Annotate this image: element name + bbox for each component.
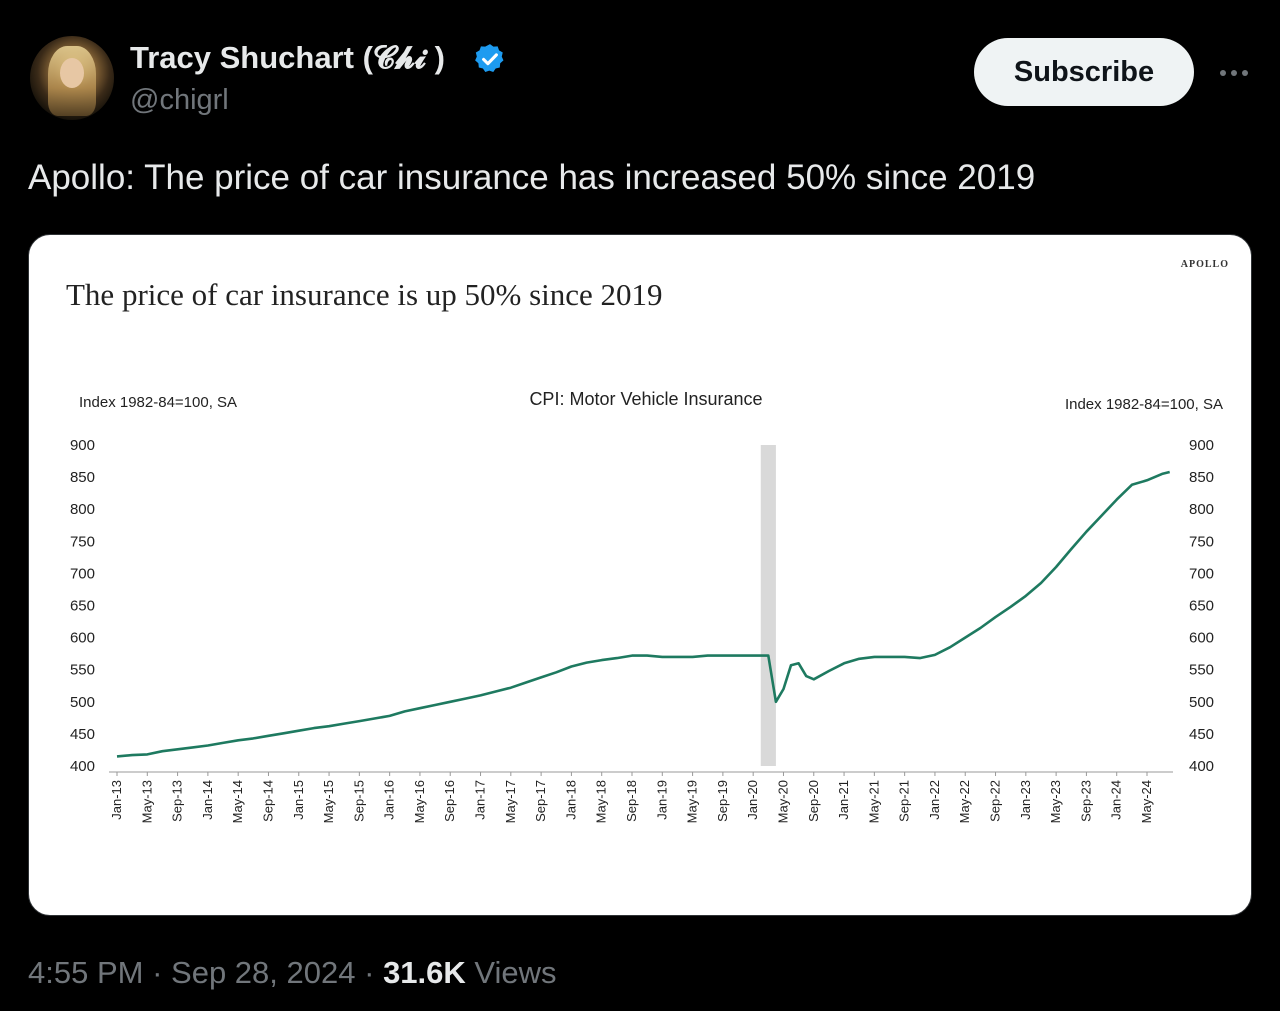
verified-badge-icon [475,44,504,73]
y-tick-label: 400 [1189,758,1214,775]
x-tick-label: Jan-17 [473,780,488,820]
series-line [116,470,1171,758]
x-tick-label: Jan-20 [745,780,760,820]
x-tick-label: Sep-13 [170,780,185,822]
y-tick-label: 600 [1189,630,1214,647]
more-options-icon[interactable] [1214,58,1254,88]
x-tick-label: May-16 [412,780,427,823]
y-tick-label: 800 [70,501,95,518]
x-tick-label: Jan-16 [382,780,397,820]
y-tick-label: 900 [70,437,95,454]
x-tick-label: May-17 [503,780,518,823]
x-tick-label: Jan-19 [654,780,669,820]
x-tick-label: Sep-17 [533,780,548,822]
x-tick-label: Jan-15 [291,780,306,820]
x-tick-label: Sep-20 [806,780,821,822]
tweet-media-chart[interactable]: The price of car insurance is up 50% sin… [28,234,1252,916]
left-y-ticks: 400 450 500 550 600 650 700 750 800 850 900 [70,437,95,775]
y-tick-label: 850 [70,469,95,486]
recession-shading [760,445,776,766]
left-axis-label: Index 1982-84=100, SA [79,394,237,411]
x-tick-label: May-14 [230,780,245,823]
separator-dot: · [364,955,375,990]
x-tick-label: May-21 [866,780,881,823]
y-tick-label: 550 [1189,662,1214,679]
y-tick-label: 550 [70,662,95,679]
x-tick-label: Sep-19 [715,780,730,822]
separator-dot: · [152,955,163,990]
y-tick-label: 400 [70,758,95,775]
x-tick-label: Sep-22 [988,780,1003,822]
y-tick-label: 700 [70,565,95,582]
x-tick-label: Jan-14 [200,780,215,820]
x-tick-label: May-20 [775,780,790,823]
y-tick-label: 900 [1189,437,1214,454]
tweet-text: Apollo: The price of car insurance has i… [28,158,1036,197]
avatar-face [60,58,84,88]
y-tick-label: 850 [1189,469,1214,486]
recession-bar [760,445,776,766]
y-tick-label: 650 [1189,598,1214,615]
tweet-time[interactable]: 4:55 PM [28,955,144,990]
x-tick-label: Sep-21 [897,780,912,822]
views-label: Views [474,955,557,990]
x-tick-label: Jan-13 [109,780,124,820]
apollo-logo: APOLLO [1181,259,1229,270]
y-tick-label: 650 [70,598,95,615]
x-ticks: Jan-13 May-13 Sep-13 Jan-14 May-14 Sep-14 Jan-… [109,771,1173,823]
x-tick-label: Sep-16 [442,780,457,822]
right-y-ticks: 400 450 500 550 600 650 700 750 800 850 900 [1189,437,1214,775]
x-tick-label: May-13 [139,780,154,823]
x-tick-label: Jan-21 [836,780,851,820]
x-tick-label: Sep-15 [351,780,366,822]
avatar[interactable] [30,36,114,120]
subscribe-button[interactable]: Subscribe [974,38,1194,106]
x-tick-label: May-24 [1139,780,1154,823]
y-tick-label: 750 [70,533,95,550]
x-tick-label: Jan-24 [1109,780,1124,820]
x-tick-label: May-15 [321,780,336,823]
tweet-footer: 4:55 PM · Sep 28, 2024 · 31.6K Views [28,955,557,991]
tweet-date[interactable]: Sep 28, 2024 [171,955,356,990]
right-axis-label: Index 1982-84=100, SA [1065,396,1223,413]
x-tick-label: Jan-22 [927,780,942,820]
y-tick-label: 700 [1189,565,1214,582]
x-tick-label: May-23 [1048,780,1063,823]
tweet-header: Tracy Shuchart (𝓒𝓱𝓲 ) @chigrl Subscribe [0,0,1280,140]
cpi-chart: The price of car insurance is up 50% sin… [66,259,1229,823]
author-name[interactable]: Tracy Shuchart (𝓒𝓱𝓲 ) [130,40,445,75]
chart-title: CPI: Motor Vehicle Insurance [529,389,762,409]
y-tick-label: 450 [70,726,95,743]
y-tick-label: 800 [1189,501,1214,518]
x-tick-label: Sep-14 [260,780,275,822]
chart-headline: The price of car insurance is up 50% sin… [66,277,663,312]
y-tick-label: 500 [1189,694,1214,711]
x-tick-label: Jan-18 [563,780,578,820]
y-tick-label: 600 [70,630,95,647]
y-tick-label: 450 [1189,726,1214,743]
x-tick-label: May-22 [957,780,972,823]
x-tick-label: May-19 [685,780,700,823]
views-count: 31.6K [383,955,466,990]
author-handle[interactable]: @chigrl [130,84,229,116]
y-tick-label: 500 [70,694,95,711]
x-tick-label: Jan-23 [1018,780,1033,820]
x-tick-label: Sep-18 [624,780,639,822]
cpi-series [116,470,1171,758]
x-tick-label: Sep-23 [1078,780,1093,822]
x-tick-label: May-18 [594,780,609,823]
y-tick-label: 750 [1189,533,1214,550]
